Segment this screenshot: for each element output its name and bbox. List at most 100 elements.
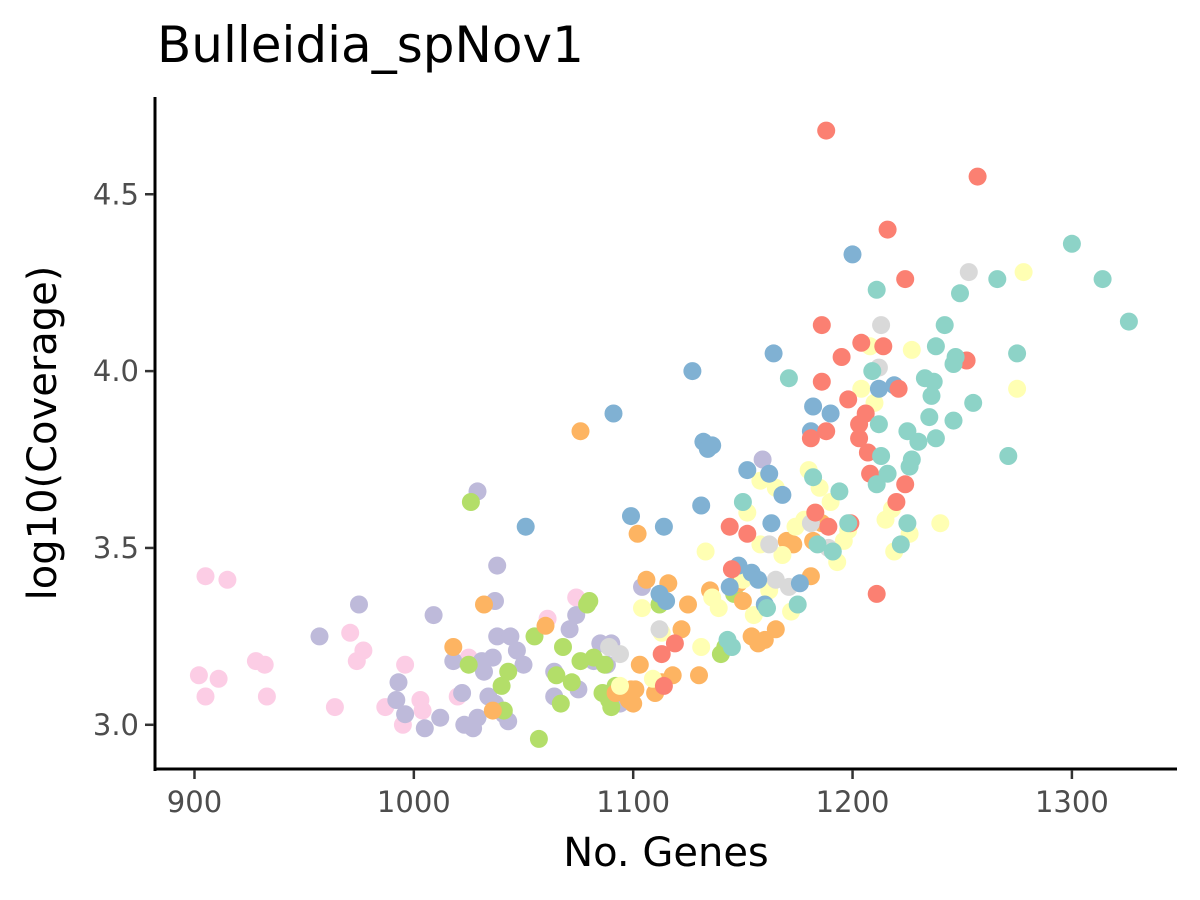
data-point — [468, 708, 487, 727]
data-point — [856, 404, 875, 423]
data-point — [514, 655, 533, 674]
data-point — [483, 648, 502, 667]
data-point — [1014, 263, 1033, 282]
data-point — [652, 645, 671, 664]
data-point — [483, 701, 502, 720]
data-point — [501, 627, 520, 646]
data-point — [350, 595, 368, 614]
data-point — [720, 577, 739, 596]
data-point — [935, 316, 954, 335]
data-point — [628, 524, 647, 543]
data-point — [453, 684, 472, 702]
data-point — [547, 666, 566, 685]
data-point — [654, 676, 673, 695]
data-point — [488, 627, 507, 646]
data-point — [499, 662, 518, 681]
data-point — [852, 333, 871, 352]
data-point — [878, 220, 897, 239]
data-point — [683, 362, 702, 381]
data-point — [733, 493, 752, 511]
data-point — [387, 691, 406, 709]
data-point — [536, 616, 555, 635]
y-tick-label: 3.5 — [93, 531, 139, 565]
data-point — [946, 348, 965, 366]
data-point — [852, 379, 871, 398]
data-point — [926, 429, 945, 448]
x-tick-label: 1200 — [816, 785, 890, 819]
data-point — [633, 599, 651, 618]
data-point — [672, 620, 691, 639]
x-axis-ticks: 900 1000 1100 1200 1300 — [167, 770, 1109, 819]
data-point — [444, 652, 463, 671]
y-tick-label: 4.0 — [93, 354, 139, 388]
data-point — [196, 687, 215, 706]
x-tick-label: 1100 — [596, 785, 670, 819]
data-point — [817, 422, 836, 441]
data-point — [896, 475, 915, 494]
data-point — [821, 404, 840, 423]
data-point — [766, 620, 785, 639]
data-point — [819, 517, 838, 536]
data-point — [529, 729, 548, 748]
data-point — [863, 362, 882, 381]
data-point — [999, 447, 1018, 465]
data-point — [218, 570, 237, 589]
data-point — [602, 698, 621, 717]
data-point — [1119, 312, 1138, 331]
data-point — [959, 263, 978, 282]
data-point — [630, 655, 649, 674]
data-point — [773, 546, 792, 564]
data-point — [690, 666, 708, 685]
data-point — [720, 517, 739, 536]
data-point — [788, 595, 807, 614]
data-point — [595, 655, 614, 674]
data-point — [872, 447, 891, 465]
data-point — [931, 514, 950, 533]
data-point — [722, 638, 741, 656]
data-point — [920, 408, 939, 427]
data-point — [887, 493, 906, 511]
data-point — [488, 556, 507, 575]
data-point — [867, 584, 886, 603]
data-point — [396, 705, 415, 724]
data-point — [850, 429, 869, 448]
data-point — [444, 638, 463, 656]
chart-title: Bulleidia_spNov1 — [157, 16, 584, 74]
data-point — [951, 284, 969, 303]
data-point — [396, 655, 415, 674]
data-point — [1062, 234, 1081, 253]
data-point — [626, 680, 645, 699]
data-point — [869, 415, 888, 434]
data-point — [475, 662, 493, 681]
data-point — [209, 669, 228, 688]
data-point — [657, 592, 676, 610]
data-point — [733, 592, 752, 610]
data-point — [255, 655, 274, 674]
data-point — [516, 517, 535, 536]
data-point — [310, 627, 329, 646]
x-tick-label: 1300 — [1035, 785, 1109, 819]
data-point — [843, 245, 862, 264]
data-point — [924, 372, 943, 391]
data-point — [562, 673, 581, 692]
data-point — [650, 620, 669, 639]
data-point — [762, 514, 781, 533]
data-point — [354, 641, 373, 660]
data-point — [703, 436, 722, 455]
data-point — [415, 719, 434, 738]
data-point — [830, 482, 849, 501]
data-point — [709, 599, 728, 618]
data-point — [902, 450, 921, 469]
data-point — [922, 386, 941, 405]
y-axis-ticks: 3.0 3.5 4.0 4.5 — [93, 177, 154, 742]
data-point — [867, 280, 886, 299]
data-point — [459, 655, 478, 674]
y-tick-label: 4.5 — [93, 177, 139, 211]
data-point — [808, 535, 827, 554]
data-point — [839, 390, 858, 409]
data-point — [806, 503, 825, 522]
data-point — [749, 570, 768, 589]
data-point — [758, 599, 776, 618]
data-point — [839, 514, 858, 533]
data-point — [507, 641, 526, 660]
